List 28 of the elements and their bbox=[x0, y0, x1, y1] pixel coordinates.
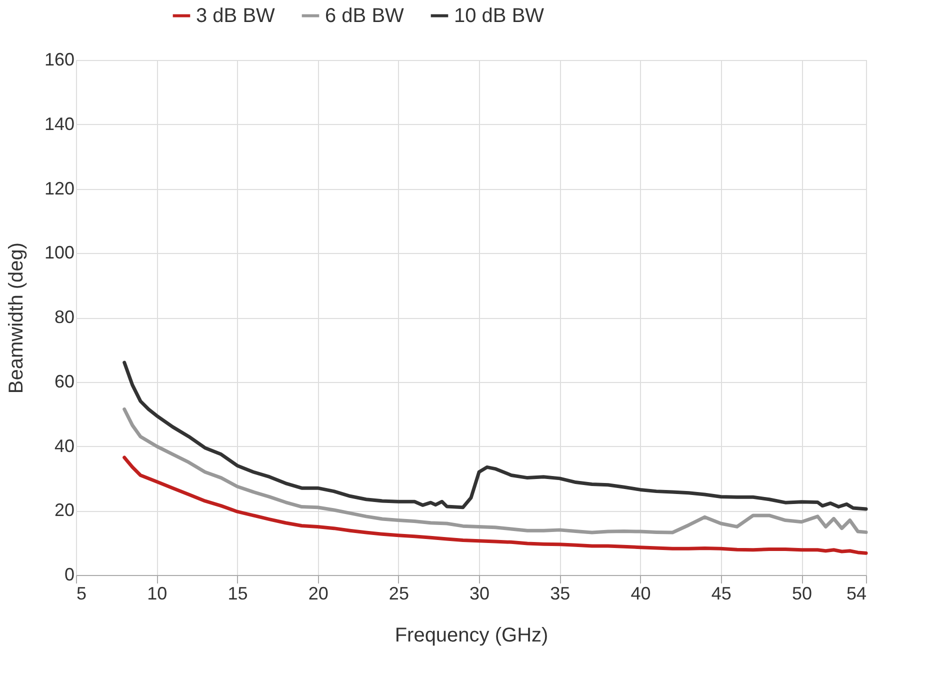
y-tick-label: 120 bbox=[44, 178, 74, 198]
legend-label: 3 dB BW bbox=[196, 4, 276, 27]
y-tick-label: 140 bbox=[44, 114, 74, 134]
line-series bbox=[122, 407, 868, 534]
line-series bbox=[122, 456, 868, 555]
x-tick-label: 30 bbox=[470, 584, 490, 604]
line-series bbox=[122, 360, 868, 511]
legend-label: 10 dB BW bbox=[454, 4, 544, 27]
x-tick-label: 45 bbox=[711, 584, 732, 604]
y-tick-label: 80 bbox=[54, 307, 74, 327]
y-tick-label: 0 bbox=[64, 564, 74, 584]
x-tick-label: 50 bbox=[792, 584, 812, 604]
y-tick-label: 60 bbox=[54, 371, 74, 392]
y-tick-label: 40 bbox=[54, 436, 74, 456]
x-axis-title: Frequency (GHz) bbox=[394, 624, 548, 646]
x-tick-label: 54 bbox=[846, 584, 866, 604]
y-tick-label: 100 bbox=[44, 242, 74, 263]
x-tick-label: 15 bbox=[228, 584, 248, 604]
x-tick-label: 40 bbox=[630, 584, 651, 604]
legend-label: 6 dB BW bbox=[325, 4, 404, 27]
x-tick-label: 10 bbox=[147, 584, 168, 604]
x-tick-label: 35 bbox=[550, 584, 570, 604]
x-tick-label: 20 bbox=[308, 584, 328, 604]
y-axis-title: Beamwidth (deg) bbox=[5, 242, 28, 394]
y-tick-label: 160 bbox=[44, 50, 74, 70]
x-tick-label: 25 bbox=[388, 584, 409, 604]
x-tick-label: 5 bbox=[76, 584, 87, 604]
y-tick-label: 20 bbox=[54, 500, 74, 520]
